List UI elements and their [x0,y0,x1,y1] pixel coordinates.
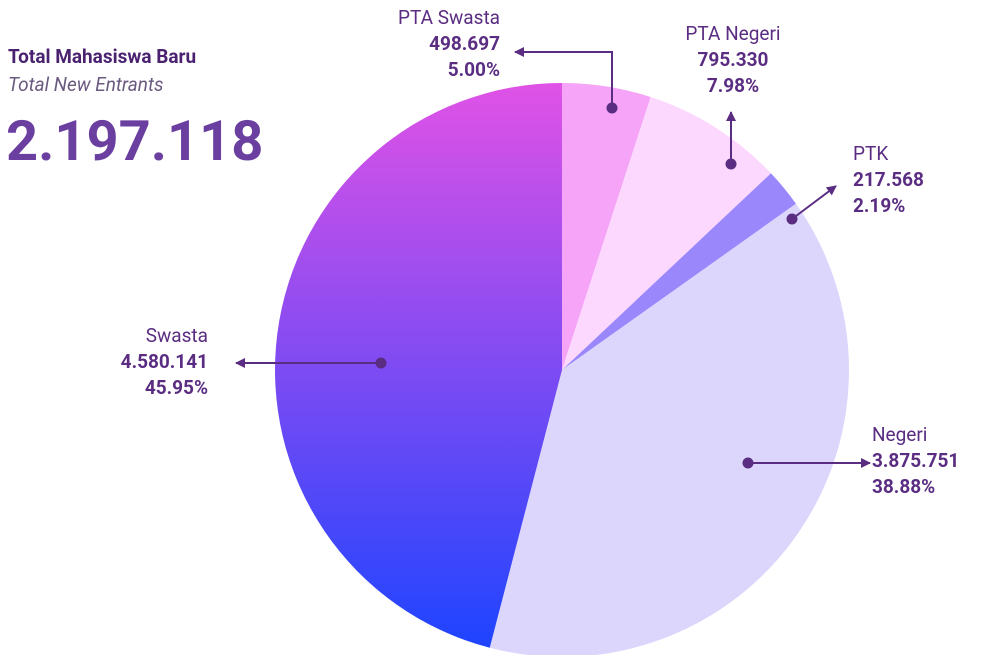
slice-label: Negeri [872,423,927,446]
leader-dot [606,102,618,114]
leader-line [791,185,837,220]
pie-slice [562,83,651,370]
total-value: 2.197.118 [6,108,263,174]
percent-label: 7.98% [707,74,759,97]
pie-slice [562,97,771,370]
count-label: 795.330 [698,48,769,71]
leader-line [514,47,613,108]
pie [274,83,849,657]
leader-dot [725,158,737,170]
count-label: 4.580.141 [121,350,208,373]
count-label: 498.697 [429,32,500,55]
leader-dot [375,357,387,369]
slice-label: PTA Swasta [398,6,500,29]
chart-title: Total Mahasiswa Baru [8,45,196,68]
slice-label: Swasta [146,324,208,347]
pie-slice [562,173,796,370]
pie-slice [489,203,849,657]
percent-label: 38.88% [872,475,935,498]
percent-label: 45.95% [145,376,208,399]
count-label: 3.875.751 [872,449,959,472]
percent-label: 2.19% [853,194,905,217]
chart-subtitle: Total New Entrants [8,73,164,96]
count-label: 217.568 [853,168,924,191]
percent-label: 5.00% [448,58,500,81]
leader-dot [742,457,754,469]
pie-slice [274,83,562,648]
slice-label: PTA Negeri [685,22,780,45]
leader-dot [786,213,798,225]
slice-label: PTK [853,142,888,165]
